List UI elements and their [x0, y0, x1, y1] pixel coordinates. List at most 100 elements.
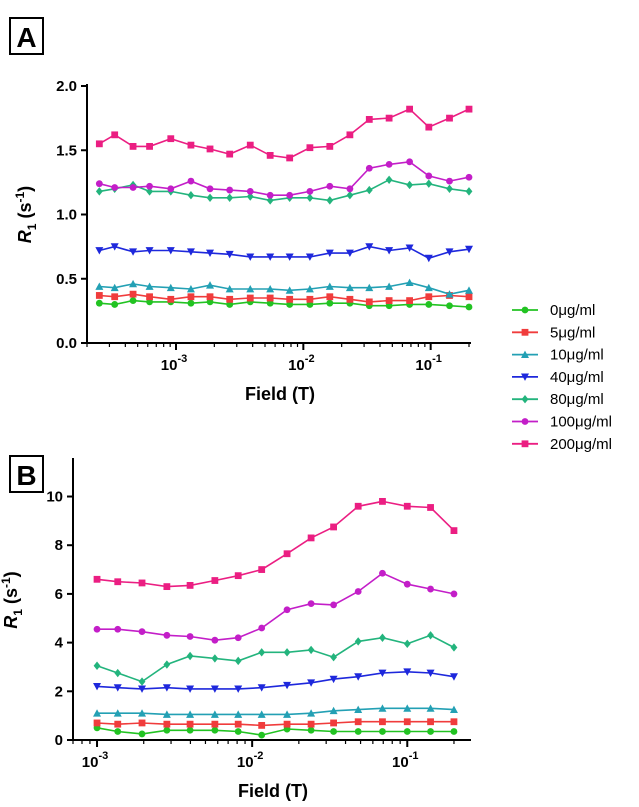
data-point: [186, 285, 195, 293]
data-point: [186, 710, 195, 718]
data-point: [465, 245, 473, 254]
data-point: [258, 721, 266, 729]
data-point: [345, 283, 354, 292]
data-point: [225, 250, 234, 259]
data-point: [162, 684, 171, 692]
data-point: [138, 719, 146, 727]
data-point: [424, 283, 433, 292]
data-point: [465, 293, 473, 301]
data-point: [426, 704, 435, 712]
y-tick-label: 2: [55, 683, 63, 700]
data-point: [445, 290, 454, 298]
data-point: [211, 577, 219, 584]
series: [93, 718, 458, 729]
data-point: [234, 685, 243, 693]
data-point: [283, 720, 291, 728]
data-point: [346, 191, 354, 200]
data-point: [211, 720, 219, 728]
data-point: [329, 706, 338, 715]
data-point: [307, 600, 315, 608]
data-point: [114, 578, 122, 586]
data-point: [111, 184, 119, 191]
data-point: [129, 279, 138, 288]
data-point: [406, 158, 413, 166]
data-point: [425, 293, 433, 301]
data-point: [258, 731, 266, 739]
data-point: [138, 730, 146, 738]
data-point: [403, 704, 412, 712]
y-tick-label: 4: [55, 635, 64, 652]
data-point: [425, 123, 433, 131]
data-point: [257, 710, 266, 718]
data-point: [427, 585, 434, 593]
data-point: [450, 728, 458, 735]
data-point: [246, 285, 255, 293]
data-point: [163, 631, 171, 639]
series-line: [99, 160, 470, 196]
data-point: [114, 625, 122, 633]
data-point: [307, 645, 315, 655]
series: [93, 569, 458, 644]
data-point: [138, 579, 146, 587]
data-point: [306, 301, 314, 308]
data-point: [266, 151, 274, 159]
data-point: [425, 172, 433, 180]
data-point: [403, 668, 412, 676]
data-point: [129, 142, 137, 150]
data-point: [406, 180, 413, 190]
data-point: [186, 633, 194, 640]
y-tick-label: 1.0: [56, 207, 77, 224]
data-point: [307, 726, 315, 734]
data-point: [403, 639, 411, 649]
data-point: [95, 187, 103, 196]
data-point: [385, 247, 394, 255]
data-point: [206, 193, 214, 202]
data-point: [266, 294, 274, 302]
data-point: [465, 303, 473, 311]
data-point: [246, 253, 255, 261]
data-point: [450, 643, 458, 652]
data-point: [93, 683, 102, 691]
series-line: [97, 707, 455, 716]
x-axis-title: Field (T): [245, 384, 315, 404]
data-point: [258, 648, 266, 657]
data-point: [365, 243, 374, 251]
data-point: [286, 154, 294, 162]
data-point: [210, 710, 219, 718]
legend-item: 5μg/ml: [512, 324, 595, 341]
data-point: [427, 504, 434, 511]
data-point: [138, 685, 147, 693]
data-point: [330, 523, 337, 531]
data-point: [326, 142, 334, 150]
data-point: [138, 709, 147, 717]
data-point: [354, 718, 362, 726]
data-point: [163, 720, 171, 728]
legend-label: 100μg/ml: [550, 414, 612, 431]
data-point: [258, 566, 266, 573]
legend-marker: [521, 306, 529, 314]
data-point: [306, 295, 314, 303]
data-point: [406, 297, 413, 304]
data-point: [167, 295, 175, 303]
data-point: [146, 298, 153, 306]
legend-label: 10μg/ml: [550, 347, 604, 364]
data-point: [450, 527, 458, 535]
data-point: [307, 709, 316, 717]
data-point: [285, 253, 294, 261]
legend-item: 200μg/ml: [512, 436, 612, 453]
data-point: [234, 634, 242, 642]
data-point: [285, 286, 294, 294]
data-point: [283, 648, 291, 657]
data-point: [145, 282, 154, 290]
legend-marker: [521, 328, 529, 336]
data-point: [425, 179, 433, 188]
data-point: [354, 502, 362, 510]
data-point: [110, 243, 119, 251]
data-point: [246, 192, 254, 201]
data-point: [95, 247, 104, 255]
data-point: [163, 583, 171, 591]
data-point: [186, 726, 194, 734]
data-point: [110, 283, 119, 292]
data-point: [465, 286, 473, 294]
